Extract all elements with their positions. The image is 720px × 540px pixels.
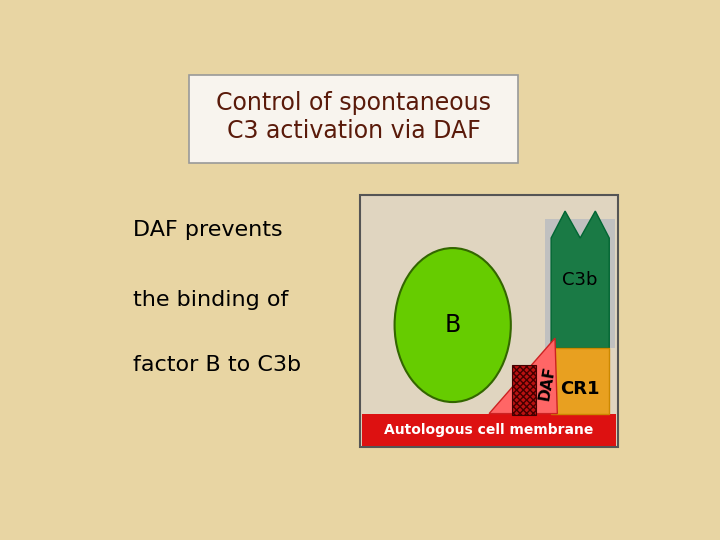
Text: CR1: CR1 <box>560 380 600 398</box>
Text: B: B <box>444 313 461 337</box>
Bar <box>362 414 616 446</box>
Bar <box>513 365 536 415</box>
Bar <box>545 219 616 348</box>
Text: the binding of: the binding of <box>132 289 288 309</box>
Text: Autologous cell membrane: Autologous cell membrane <box>384 423 594 437</box>
FancyBboxPatch shape <box>189 75 518 163</box>
Text: C3b: C3b <box>562 271 598 289</box>
Text: DAF prevents: DAF prevents <box>132 220 282 240</box>
Ellipse shape <box>395 248 510 402</box>
Text: Control of spontaneous
C3 activation via DAF: Control of spontaneous C3 activation via… <box>216 91 491 143</box>
Text: factor B to C3b: factor B to C3b <box>132 355 301 375</box>
Bar <box>551 348 609 414</box>
FancyBboxPatch shape <box>361 195 618 447</box>
Text: DAF: DAF <box>537 365 558 402</box>
Polygon shape <box>489 338 557 414</box>
Polygon shape <box>551 211 609 348</box>
